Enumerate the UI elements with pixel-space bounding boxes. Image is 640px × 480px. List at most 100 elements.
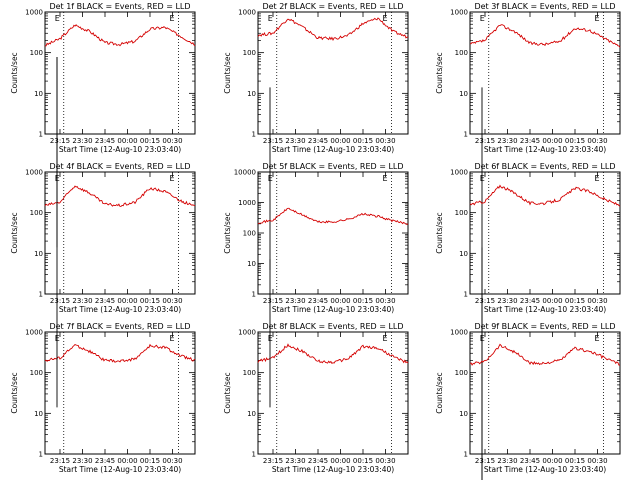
y-axis-label: Counts/sec	[435, 372, 444, 413]
x-tick-label: 00:15	[140, 137, 160, 145]
x-tick-label: 23:30	[497, 457, 517, 465]
y-axis-label: Counts/sec	[435, 52, 444, 93]
y-axis-label: Counts/sec	[223, 52, 232, 93]
event-marker-label: E	[595, 334, 600, 343]
event-marker-label: E	[268, 174, 273, 183]
y-axis-label: Counts/sec	[10, 372, 19, 413]
x-tick-label: 00:30	[587, 137, 607, 145]
x-tick-label: 00:00	[542, 297, 562, 305]
y-tick-label: 10	[459, 90, 468, 98]
y-tick-label: 1000	[25, 169, 43, 177]
y-axis-label: Counts/sec	[435, 212, 444, 253]
series-lld-line	[44, 185, 196, 207]
x-tick-label: 00:00	[542, 457, 562, 465]
y-tick-label: 1000	[450, 329, 468, 337]
y-tick-label: 100	[243, 369, 256, 377]
panel-title: Det 4f BLACK = Events, RED = LLD	[49, 162, 190, 171]
panel-title: Det 6f BLACK = Events, RED = LLD	[474, 162, 615, 171]
x-tick-label: 23:45	[520, 457, 540, 465]
series-lld-line	[469, 343, 621, 366]
x-tick-label: 23:15	[50, 457, 70, 465]
x-tick-label: 00:30	[375, 137, 395, 145]
x-tick-label: 00:15	[353, 457, 373, 465]
x-tick-label: 23:30	[497, 137, 517, 145]
event-marker-label: E	[383, 334, 388, 343]
x-tick-label: 23:30	[72, 137, 92, 145]
y-tick-label: 1	[464, 131, 468, 139]
x-tick-label: 23:15	[475, 297, 495, 305]
x-tick-label: 23:30	[285, 137, 305, 145]
x-tick-label: 23:45	[95, 457, 115, 465]
series-lld-line	[469, 184, 621, 207]
x-tick-label: 23:30	[285, 297, 305, 305]
x-tick-label: 23:30	[72, 297, 92, 305]
x-axis-label: Start Time (12-Aug-10 23:03:40)	[272, 145, 394, 154]
x-tick-label: 23:45	[95, 297, 115, 305]
x-axis-label: Start Time (12-Aug-10 23:03:40)	[484, 465, 606, 474]
plot-frame	[469, 171, 621, 295]
panel-title: Det 2f BLACK = Events, RED = LLD	[262, 2, 403, 11]
x-tick-label: 00:30	[587, 297, 607, 305]
y-tick-label: 10	[247, 90, 256, 98]
y-tick-label: 100	[455, 209, 468, 217]
y-tick-label: 10	[459, 410, 468, 418]
y-tick-label: 10	[247, 260, 256, 268]
event-marker-label: E	[170, 334, 175, 343]
event-marker-label: E	[480, 174, 485, 183]
y-tick-label: 1000	[25, 329, 43, 337]
x-axis-label: Start Time (12-Aug-10 23:03:40)	[272, 465, 394, 474]
y-tick-label: 10	[34, 410, 43, 418]
x-tick-label: 23:15	[475, 137, 495, 145]
event-marker-label: E	[170, 14, 175, 23]
plot-frame	[469, 11, 621, 135]
y-tick-label: 100	[243, 230, 256, 238]
y-tick-label: 1	[39, 131, 43, 139]
x-tick-label: 23:30	[285, 457, 305, 465]
y-tick-label: 100	[455, 369, 468, 377]
x-tick-label: 00:15	[140, 297, 160, 305]
y-tick-label: 100	[30, 49, 43, 57]
y-tick-label: 100	[30, 369, 43, 377]
event-marker-label: E	[480, 334, 485, 343]
x-tick-label: 23:45	[520, 137, 540, 145]
x-tick-label: 00:30	[375, 457, 395, 465]
series-lld-line	[257, 17, 409, 42]
y-tick-label: 10	[247, 410, 256, 418]
plot-frame	[44, 171, 196, 295]
detector-panel-9: Det 9f BLACK = Events, RED = LLD 1 10 100 10…	[435, 322, 621, 480]
detector-panel-1: Det 1f BLACK = Events, RED = LLD 1 10 100 10…	[10, 2, 196, 154]
detector-panel-5: Det 5f BLACK = Events, RED = LLD 1 10 100 10…	[223, 162, 409, 314]
y-tick-label: 100	[455, 49, 468, 57]
x-tick-label: 23:15	[475, 457, 495, 465]
y-axis-label: Counts/sec	[223, 372, 232, 413]
x-tick-label: 00:00	[117, 137, 137, 145]
x-tick-label: 00:15	[565, 137, 585, 145]
x-tick-label: 00:30	[162, 137, 182, 145]
x-tick-label: 23:15	[263, 137, 283, 145]
series-lld-line	[469, 24, 621, 48]
plot-frame	[44, 331, 196, 455]
x-tick-label: 23:30	[497, 297, 517, 305]
y-tick-label: 10	[34, 90, 43, 98]
x-tick-label: 00:15	[565, 457, 585, 465]
y-tick-label: 10	[459, 250, 468, 258]
y-axis-label: Counts/sec	[223, 212, 232, 253]
y-tick-label: 1000	[238, 9, 256, 17]
event-marker-label: E	[170, 174, 175, 183]
series-lld-line	[257, 207, 409, 226]
y-tick-label: 1	[464, 291, 468, 299]
panel-title: Det 8f BLACK = Events, RED = LLD	[262, 322, 403, 331]
plot-frame	[469, 331, 621, 455]
x-tick-label: 23:30	[72, 457, 92, 465]
y-tick-label: 1000	[450, 9, 468, 17]
x-axis-label: Start Time (12-Aug-10 23:03:40)	[59, 305, 181, 314]
y-tick-label: 1	[464, 451, 468, 459]
x-tick-label: 00:30	[375, 297, 395, 305]
detector-panel-8: Det 8f BLACK = Events, RED = LLD11010010…	[223, 270, 409, 474]
event-marker-label: E	[595, 174, 600, 183]
x-tick-label: 00:00	[330, 457, 350, 465]
plot-frame	[257, 331, 409, 455]
plot-frame	[257, 11, 409, 135]
plot-frame	[257, 171, 409, 295]
